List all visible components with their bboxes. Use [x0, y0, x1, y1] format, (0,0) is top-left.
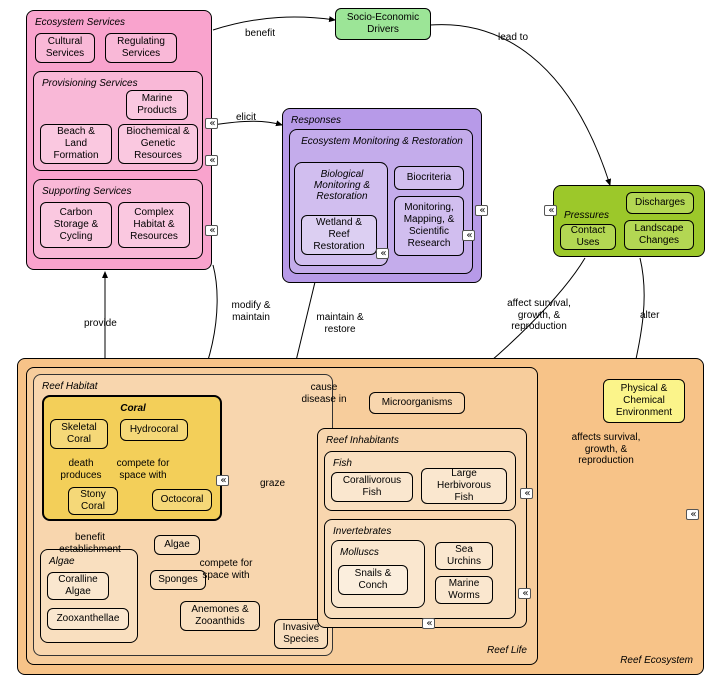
coral-title: Coral: [50, 401, 214, 418]
hydrocoral-node[interactable]: Hydrocoral: [120, 419, 188, 441]
chevron-icon[interactable]: «: [462, 230, 475, 241]
edge-compete-coral: compete for space with: [108, 458, 178, 481]
chevron-icon[interactable]: «: [205, 155, 218, 166]
chevron-icon[interactable]: «: [520, 488, 533, 499]
edge-modify: modify & maintain: [222, 300, 280, 323]
reef-inhabitants-region: Reef Inhabitants Fish Corallivorous Fish…: [317, 428, 527, 628]
monitoring-mapping-node[interactable]: Monitoring, Mapping, & Scientific Resear…: [394, 196, 464, 256]
skeletal-coral-node[interactable]: Skeletal Coral: [50, 419, 108, 449]
molluscs-title: Molluscs: [338, 545, 418, 562]
biomon-title: Biological Monitoring & Restoration: [301, 167, 381, 206]
octocoral-node[interactable]: Octocoral: [152, 489, 212, 511]
ecosystem-services-title: Ecosystem Services: [33, 15, 205, 32]
biocriteria-node[interactable]: Biocriteria: [394, 166, 464, 190]
ecosystem-services-region: Ecosystem Services Cultural Services Reg…: [26, 10, 212, 270]
algae-group-region: Algae Coralline Algae Zooxanthellae: [40, 549, 138, 643]
corallivorous-fish-node[interactable]: Corallivorous Fish: [331, 472, 413, 502]
chevron-icon[interactable]: «: [518, 588, 531, 599]
algae-group-title: Algae: [47, 554, 131, 571]
biochem-node[interactable]: Biochemical & Genetic Resources: [118, 124, 198, 164]
reef-habitat-title: Reef Habitat: [40, 379, 326, 396]
edge-death-produces: death produces: [56, 458, 106, 481]
chevron-icon[interactable]: «: [205, 225, 218, 236]
responses-title: Responses: [289, 113, 475, 130]
zooxanthellae-node[interactable]: Zooxanthellae: [47, 608, 129, 630]
edge-affects-srr: affects survival, growth, & reproduction: [556, 432, 656, 467]
reef-ecosystem-title: Reef Ecosystem: [618, 653, 693, 670]
reef-life-region: Reef Life Reef Habitat Coral Skeletal Co…: [26, 367, 538, 665]
reef-life-title: Reef Life: [485, 643, 527, 660]
herbivorous-fish-node[interactable]: Large Herbivorous Fish: [421, 468, 507, 504]
ecomon-title: Ecosystem Monitoring & Restoration: [296, 134, 466, 151]
chevron-icon[interactable]: «: [475, 205, 488, 216]
provisioning-services-region: Provisioning Services Marine Products Be…: [33, 71, 203, 171]
stony-coral-node[interactable]: Stony Coral: [68, 487, 118, 515]
marine-products-node[interactable]: Marine Products: [126, 90, 188, 120]
contact-uses-node[interactable]: Contact Uses: [560, 224, 616, 250]
microorganisms-node[interactable]: Microorganisms: [369, 392, 465, 414]
reef-ecosystem-region: Reef Ecosystem Physical & Chemical Envir…: [17, 358, 704, 675]
algae-node[interactable]: Algae: [154, 535, 200, 555]
chevron-icon[interactable]: «: [544, 205, 557, 216]
edge-benefit: benefit: [245, 28, 275, 40]
edge-compete-algae: compete for space with: [190, 558, 262, 581]
edge-cause-disease: cause disease in: [294, 382, 354, 405]
chevron-icon[interactable]: «: [216, 475, 229, 486]
chevron-icon[interactable]: «: [205, 118, 218, 129]
chevron-icon[interactable]: «: [376, 248, 389, 259]
landscape-changes-node[interactable]: Landscape Changes: [624, 220, 694, 250]
marine-worms-node[interactable]: Marine Worms: [435, 576, 493, 604]
phys-chem-env-node[interactable]: Physical & Chemical Environment: [603, 379, 685, 423]
anemones-node[interactable]: Anemones & Zooanthids: [180, 601, 260, 631]
edge-affect-srr: affect survival, growth, & reproduction: [494, 298, 584, 333]
wetland-restoration-node[interactable]: Wetland & Reef Restoration: [301, 215, 377, 255]
edge-provide: provide: [84, 318, 117, 330]
chevron-icon[interactable]: «: [686, 509, 699, 520]
bio-monitoring-region: Biological Monitoring & Restoration Wetl…: [294, 162, 388, 266]
inverts-title: Invertebrates: [331, 524, 509, 541]
fish-region: Fish Corallivorous Fish Large Herbivorou…: [324, 451, 516, 511]
edge-alter: alter: [640, 310, 659, 322]
supporting-title: Supporting Services: [40, 184, 196, 201]
coralline-algae-node[interactable]: Coralline Algae: [47, 572, 109, 600]
edge-graze: graze: [260, 478, 285, 490]
edge-lead-to: lead to: [498, 32, 528, 44]
discharges-node[interactable]: Discharges: [626, 192, 694, 214]
snails-conch-node[interactable]: Snails & Conch: [338, 565, 408, 595]
chevron-icon[interactable]: «: [422, 618, 435, 629]
pressures-title: Pressures: [562, 208, 609, 225]
socio-economic-drivers-node[interactable]: Socio-Economic Drivers: [335, 8, 431, 40]
cultural-services-node[interactable]: Cultural Services: [35, 33, 95, 63]
reef-habitat-region: Reef Habitat Coral Skeletal Coral Hydroc…: [33, 374, 333, 656]
molluscs-region: Molluscs Snails & Conch: [331, 540, 425, 608]
sea-urchins-node[interactable]: Sea Urchins: [435, 542, 493, 570]
pressures-region: Pressures Discharges Contact Uses Landsc…: [553, 185, 705, 257]
regulating-services-node[interactable]: Regulating Services: [105, 33, 177, 63]
complex-habitat-node[interactable]: Complex Habitat & Resources: [118, 202, 190, 248]
edge-elicit: elicit: [236, 112, 256, 124]
carbon-storage-node[interactable]: Carbon Storage & Cycling: [40, 202, 112, 248]
edge-maintain-restore: maintain & restore: [310, 312, 370, 335]
supporting-services-region: Supporting Services Carbon Storage & Cyc…: [33, 179, 203, 259]
reef-inhabitants-title: Reef Inhabitants: [324, 433, 520, 450]
edge-benefit-est: benefit establishment: [50, 532, 130, 555]
beach-land-node[interactable]: Beach & Land Formation: [40, 124, 112, 164]
invertebrates-region: Invertebrates Molluscs Snails & Conch Se…: [324, 519, 516, 619]
